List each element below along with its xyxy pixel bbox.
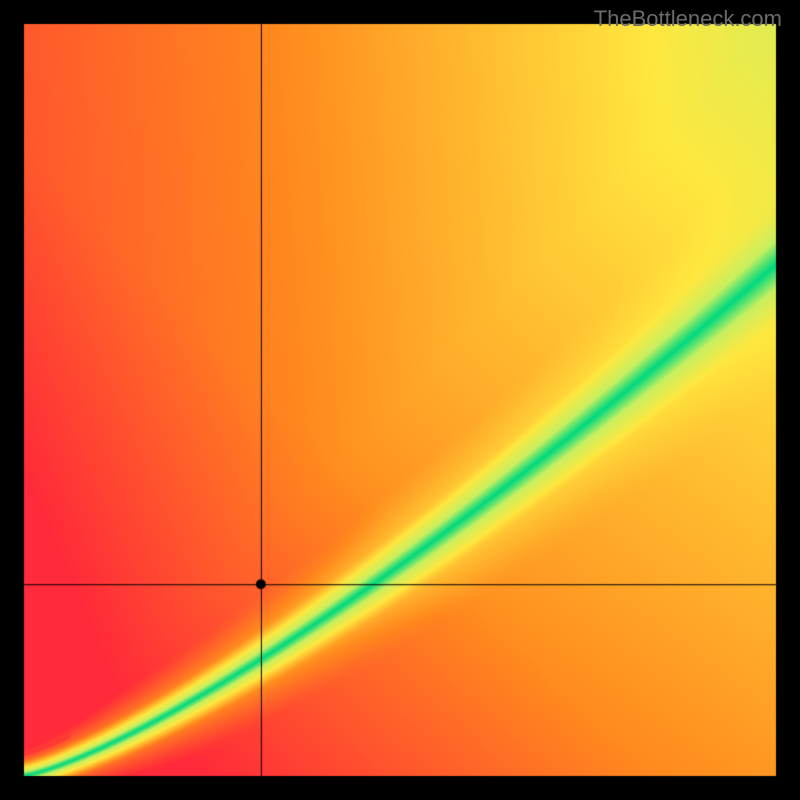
crosshair-overlay: [0, 0, 800, 800]
watermark-text: TheBottleneck.com: [594, 6, 782, 32]
figure-container: TheBottleneck.com: [0, 0, 800, 800]
